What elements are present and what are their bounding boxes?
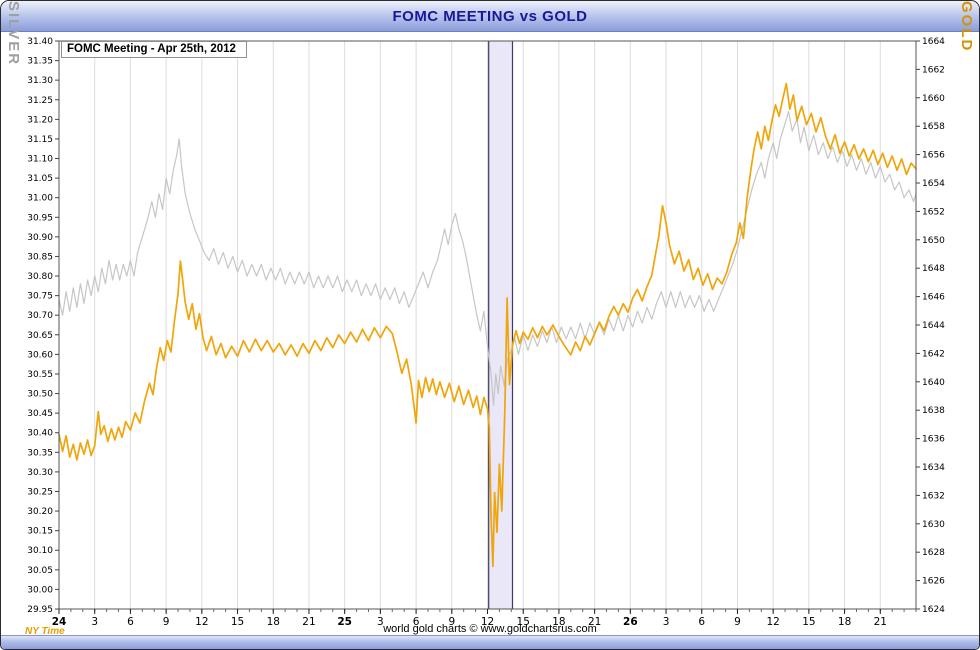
right-tick-label: 1636 — [922, 435, 945, 445]
left-tick-label: 31.00 — [27, 194, 53, 204]
x-tick-label: 3 — [91, 616, 98, 628]
x-tick-label: 18 — [552, 616, 565, 628]
right-tick-label: 1626 — [922, 577, 945, 587]
left-tick-label: 30.15 — [27, 527, 53, 537]
right-tick-label: 1662 — [922, 65, 945, 75]
x-tick-label: 15 — [231, 616, 244, 628]
timezone-label: NY Time — [25, 626, 65, 637]
left-tick-label: 31.40 — [27, 37, 53, 47]
left-tick-label: 30.30 — [27, 468, 53, 478]
right-tick-label: 1652 — [922, 207, 945, 217]
x-tick-label: 6 — [698, 616, 705, 628]
x-tick-label: 21 — [588, 616, 601, 628]
left-tick-label: 30.00 — [27, 585, 53, 595]
left-tick-label: 30.60 — [27, 350, 53, 360]
bottom-bar — [1, 635, 979, 649]
left-tick-label: 30.80 — [27, 272, 53, 282]
x-tick-label: 21 — [874, 616, 887, 628]
left-tick-label: 31.10 — [27, 155, 53, 165]
x-tick-label: 12 — [195, 616, 208, 628]
page-title: FOMC MEETING vs GOLD — [392, 7, 588, 25]
left-tick-label: 30.50 — [27, 390, 53, 400]
right-tick-label: 1654 — [922, 179, 945, 189]
left-tick-label: 30.55 — [27, 370, 53, 380]
right-tick-label: 1658 — [922, 122, 945, 132]
left-tick-label: 30.90 — [27, 233, 53, 243]
x-tick-label: 9 — [163, 616, 170, 628]
left-tick-label: 30.05 — [27, 566, 53, 576]
credit-text: world gold charts © www.goldchartsrus.co… — [383, 623, 597, 635]
x-tick-label: 18 — [267, 616, 280, 628]
left-tick-label: 30.95 — [27, 213, 53, 223]
left-tick-label: 30.20 — [27, 507, 53, 517]
series-gold-line — [58, 82, 917, 568]
x-tick-label: 18 — [838, 616, 851, 628]
left-tick-label: 31.30 — [27, 76, 53, 86]
right-tick-label: 1638 — [922, 406, 945, 416]
left-tick-label: 30.85 — [27, 252, 53, 262]
fomc-annotation: FOMC Meeting - Apr 25th, 2012 — [61, 41, 247, 58]
left-tick-label: 30.10 — [27, 546, 53, 556]
right-tick-label: 1656 — [922, 151, 945, 161]
left-tick-label: 30.65 — [27, 331, 53, 341]
x-tick-label: 15 — [517, 616, 530, 628]
left-tick-label: 30.40 — [27, 429, 53, 439]
left-axis-title: SILVER — [5, 1, 22, 67]
right-tick-label: 1628 — [922, 548, 945, 558]
left-tick-label: 30.75 — [27, 292, 53, 302]
left-tick-label: 29.95 — [27, 605, 53, 615]
right-tick-label: 1660 — [922, 94, 945, 104]
left-tick-label: 30.25 — [27, 487, 53, 497]
title-bar: FOMC MEETING vs GOLD — [1, 1, 979, 32]
left-tick-label: 31.25 — [27, 96, 53, 106]
right-tick-label: 1632 — [922, 491, 945, 501]
right-tick-label: 1624 — [922, 605, 945, 615]
right-tick-label: 1648 — [922, 264, 945, 274]
x-tick-label: 6 — [413, 616, 420, 628]
right-tick-label: 1664 — [922, 37, 945, 47]
right-tick-label: 1646 — [922, 293, 945, 303]
right-tick-label: 1642 — [922, 349, 945, 359]
left-tick-label: 31.35 — [27, 57, 53, 67]
x-tick-label: 26 — [623, 616, 638, 628]
x-tick-label: 3 — [377, 616, 384, 628]
event-band — [488, 41, 513, 609]
x-tick-label: 3 — [663, 616, 670, 628]
left-tick-label: 31.20 — [27, 115, 53, 125]
x-tick-label: 12 — [481, 616, 494, 628]
right-tick-label: 1634 — [922, 463, 945, 473]
right-tick-label: 1650 — [922, 236, 945, 246]
x-tick-label: 12 — [766, 616, 779, 628]
x-tick-label: 9 — [448, 616, 455, 628]
right-tick-label: 1644 — [922, 321, 945, 331]
x-tick-label: 24 — [52, 616, 67, 628]
x-tick-label: 21 — [302, 616, 315, 628]
left-tick-label: 31.05 — [27, 174, 53, 184]
right-tick-label: 1640 — [922, 378, 945, 388]
right-tick-label: 1630 — [922, 520, 945, 530]
x-tick-label: 9 — [734, 616, 741, 628]
left-tick-label: 30.35 — [27, 448, 53, 458]
left-tick-label: 31.15 — [27, 135, 53, 145]
right-axis-title: GOLD — [958, 1, 975, 53]
x-tick-label: 25 — [337, 616, 352, 628]
series-silver-line — [58, 110, 917, 406]
left-tick-label: 30.70 — [27, 311, 53, 321]
x-tick-label: 6 — [127, 616, 134, 628]
x-tick-label: 15 — [802, 616, 815, 628]
left-tick-label: 30.45 — [27, 409, 53, 419]
